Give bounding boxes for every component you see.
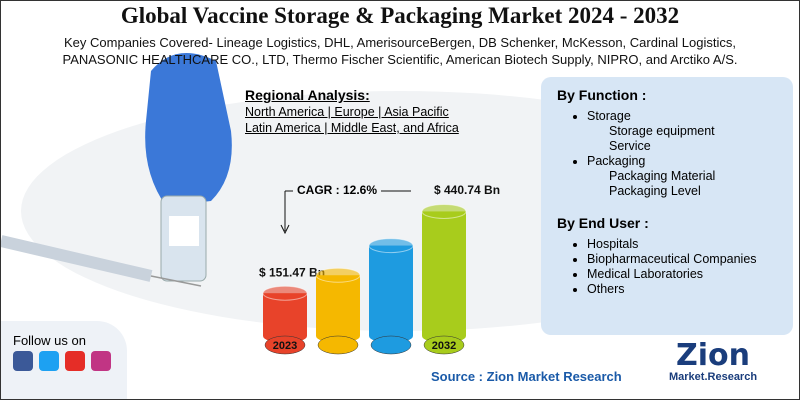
regional-analysis: Regional Analysis: North America | Europ… [245,87,459,136]
region-line: North America | Europe | Asia Pacific [245,105,449,119]
x-tick-label: 2032 [432,340,456,352]
year-badge [370,335,412,355]
bar [422,211,466,336]
companies: PANASONIC HEALTHCARE CO., LTD, Thermo Fi… [62,52,738,67]
follow-box: Follow us on [1,321,127,399]
sub-item: Packaging Material [609,169,716,183]
sub-item: Storage equipment [609,124,715,138]
youtube-icon[interactable] [65,351,85,371]
bar [316,275,360,336]
source: Source : Zion Market Research [431,369,622,384]
item: Medical Laboratories [587,267,763,282]
region-line: Latin America | Middle East, and Africa [245,121,459,135]
item: Hospitals [587,237,763,252]
year-badge [264,335,306,355]
bar-top [262,285,308,301]
bar-top [421,203,467,219]
follow-label: Follow us on [13,333,86,348]
year-badge [317,335,359,355]
year-badge [423,335,465,355]
function-title: By Function : [557,87,647,103]
end-user-title: By End User : [557,215,649,231]
cagr: CAGR : 12.6% [297,183,377,197]
bar-top [315,267,361,283]
item: Packaging [587,154,793,169]
item: Others [587,282,763,297]
logo-name: Zion [676,338,751,373]
social-icons [13,351,111,371]
value-label: $ 151.47 Bn [259,265,325,279]
sub-item: Service [609,139,651,153]
item: Biopharmaceutical Companies [587,252,763,267]
companies: Key Companies Covered- Lineage Logistics… [64,35,736,50]
x-tick-label: 2023 [273,340,297,352]
value-label: $ 440.74 Bn [434,183,500,197]
needle [150,275,202,287]
syringe [1,235,153,282]
facebook-icon[interactable] [13,351,33,371]
arrow [280,190,411,235]
title: Global Vaccine Storage & Packaging Marke… [120,3,680,28]
bar [369,245,413,336]
region-title: Regional Analysis: [245,87,370,103]
sub-item: Packaging Level [609,184,701,198]
instagram-icon[interactable] [91,351,111,371]
bar-top [368,238,414,254]
end-user-list: HospitalsBiopharmaceutical CompaniesMedi… [541,237,793,297]
twitter-icon[interactable] [39,351,59,371]
item: Storage [587,109,793,124]
vial-label [169,216,199,246]
logo: Zion Market.Research [669,338,758,384]
glove [145,53,232,206]
logo-tagline: Market.Research [669,371,758,383]
